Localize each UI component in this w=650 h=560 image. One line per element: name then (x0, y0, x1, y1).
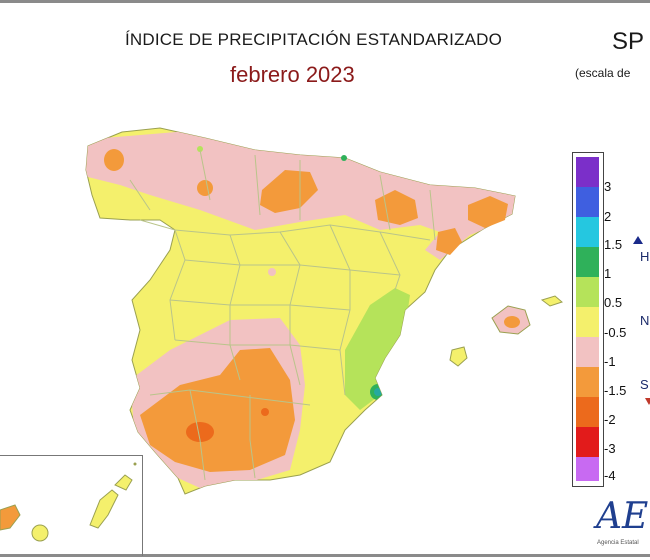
legend-tick: -2 (604, 412, 616, 427)
top-frame-line (0, 0, 650, 3)
legend-side-label: H (640, 249, 650, 264)
legend-tick: 0.5 (604, 295, 623, 310)
legend-swatch (576, 337, 599, 367)
lanzarote (114, 474, 133, 491)
legend-tick: -3 (604, 441, 616, 456)
humid-arrow-icon (633, 236, 643, 244)
legend-swatch (576, 307, 599, 337)
orange-blob-leon (197, 180, 213, 196)
green-dot-asturias (197, 146, 203, 152)
legend-bar (572, 152, 604, 487)
aemet-logo: AE (596, 496, 649, 537)
orange-blob-catalonia (468, 196, 508, 228)
legend-tick: -1.5 (604, 383, 627, 398)
green-dot-basque (341, 155, 347, 161)
legend-tick: -0.5 (604, 325, 627, 340)
dry-arrow-icon (645, 398, 650, 405)
legend-swatch (576, 367, 599, 397)
dark-orange-spot-south (186, 422, 214, 442)
legend-swatch (576, 397, 599, 427)
index-code: SP (612, 28, 645, 55)
legend-swatch (576, 187, 599, 217)
green-zone-east (345, 288, 410, 410)
legend-side-label: S (640, 377, 649, 392)
orange-zone-south (140, 348, 295, 472)
bottom-frame-line (0, 554, 650, 557)
legend-swatch (576, 457, 599, 481)
logo-caption: Agencia Estatal (597, 540, 639, 546)
legend-swatch (576, 247, 599, 277)
orange-blob-cantabria (260, 170, 318, 213)
legend-tick: -1 (604, 354, 616, 369)
orange-blob-galicia (104, 149, 124, 171)
map-subtitle: febrero 2023 (230, 62, 355, 87)
dark-orange-dot (261, 408, 269, 416)
tenerife (0, 504, 21, 531)
pink-dot-madrid (268, 268, 276, 276)
legend-tick: 1.5 (604, 237, 623, 252)
legend-tick: 2 (604, 209, 612, 224)
map-title: ÍNDICE DE PRECIPITACIÓN ESTANDARIZADO (125, 30, 503, 49)
legend-tick: 1 (604, 266, 612, 281)
province-boundaries (129, 149, 436, 481)
orange-blob-navarra (375, 190, 418, 225)
mallorca-orange (504, 316, 520, 328)
legend-tick: -4 (604, 468, 616, 483)
ibiza (449, 346, 468, 367)
menorca (540, 295, 563, 307)
fuerteventura (89, 489, 119, 529)
legend-side-label: N (640, 313, 650, 328)
islet (133, 462, 137, 466)
legend-swatch (576, 157, 599, 187)
legend-swatch (576, 427, 599, 457)
legend-swatch (576, 277, 599, 307)
legend-tick: 3 (604, 179, 612, 194)
canary-inset-frame (0, 455, 143, 556)
orange-blob-tarragona (436, 228, 462, 255)
legend-swatch (576, 217, 599, 247)
scale-note: (escala de (575, 66, 631, 80)
gran-canaria (31, 524, 49, 542)
